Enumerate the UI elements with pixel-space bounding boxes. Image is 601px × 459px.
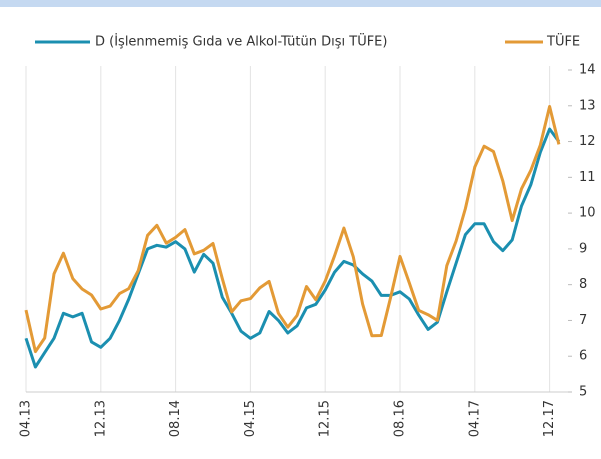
x-tick-label: 12.13 bbox=[93, 400, 108, 437]
x-tick-label: 04.13 bbox=[19, 400, 34, 437]
y-tick-label: 5 bbox=[579, 385, 587, 400]
y-tick-label: 11 bbox=[579, 170, 596, 185]
y-tick-label: 9 bbox=[579, 241, 587, 256]
series-line bbox=[24, 105, 561, 354]
series-line bbox=[24, 127, 561, 369]
x-tick-label: 08.16 bbox=[393, 400, 408, 437]
y-tick-label: 6 bbox=[579, 349, 587, 364]
y-tick-label: 8 bbox=[579, 277, 587, 292]
x-tick-label: 12.17 bbox=[542, 400, 557, 437]
x-tick-label: 04.15 bbox=[243, 400, 258, 437]
top-band bbox=[0, 0, 601, 7]
y-tick-label: 14 bbox=[579, 63, 596, 78]
y-tick-label: 12 bbox=[579, 134, 596, 149]
x-tick-label: 04.17 bbox=[467, 400, 482, 437]
y-tick-label: 10 bbox=[579, 206, 596, 221]
x-tick-label: 12.15 bbox=[318, 400, 333, 437]
legend-label: TÜFE bbox=[546, 33, 580, 50]
x-tick-label: 08.14 bbox=[168, 400, 183, 437]
y-tick-label: 7 bbox=[579, 313, 587, 328]
legend-label: D (İşlenmemiş Gıda ve Alkol-Tütün Dışı T… bbox=[95, 33, 387, 50]
y-tick-label: 13 bbox=[579, 98, 596, 113]
